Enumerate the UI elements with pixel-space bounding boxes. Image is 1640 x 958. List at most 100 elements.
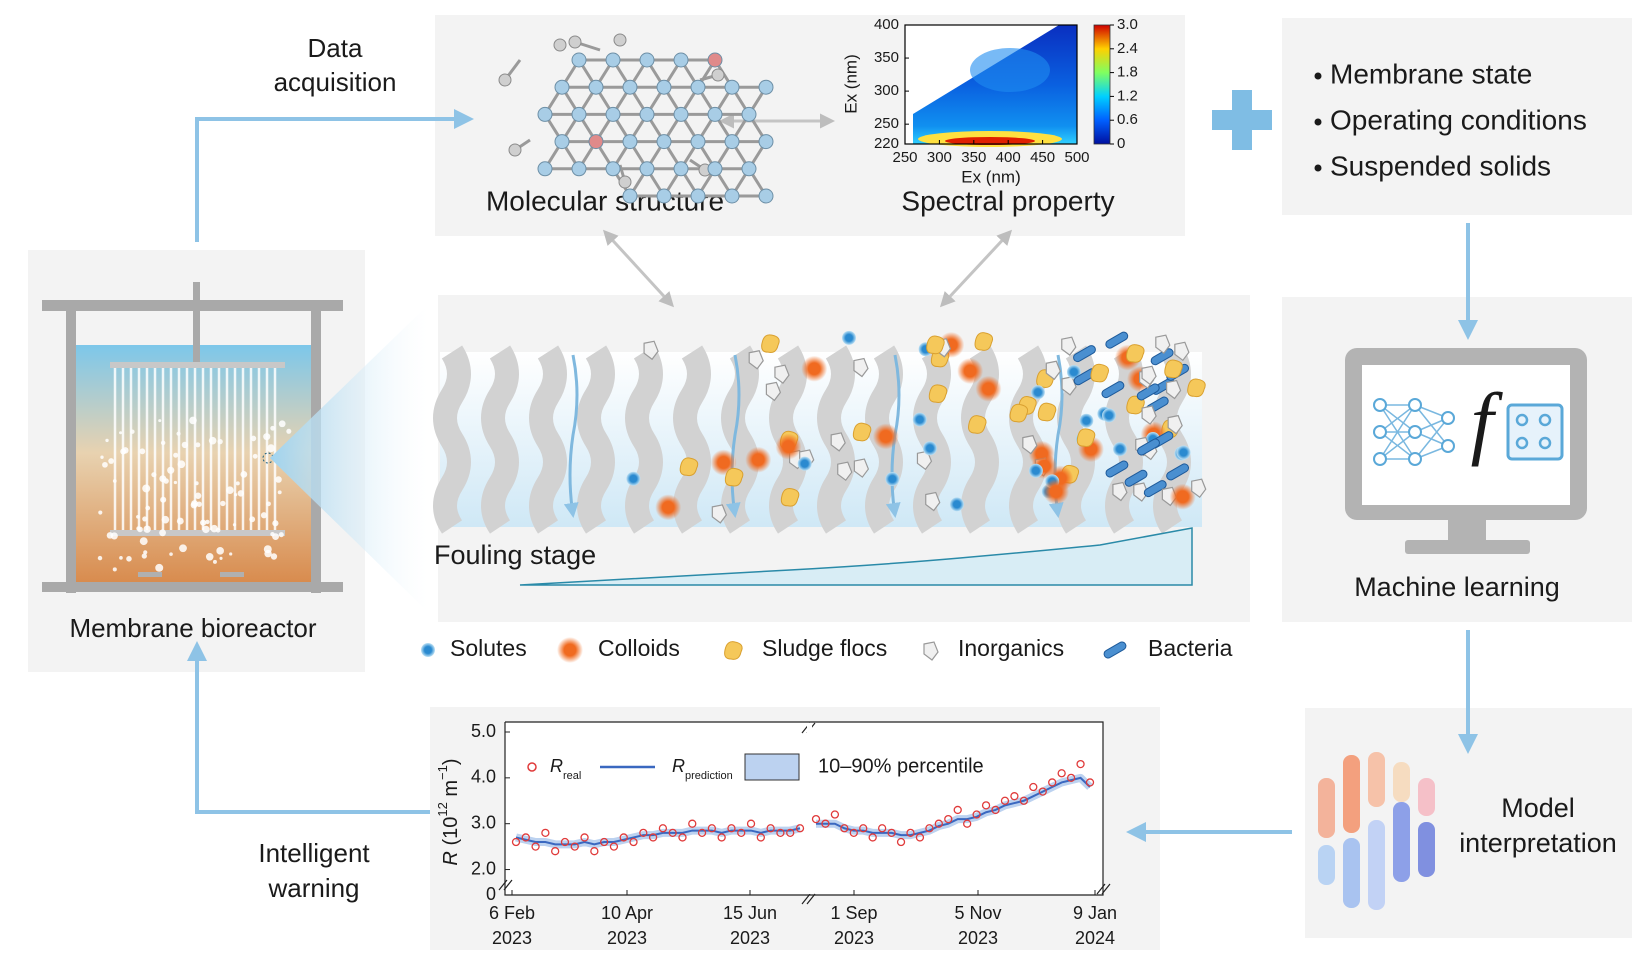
bubble <box>219 556 223 560</box>
x-axis-label: Ex (nm) <box>961 167 1021 186</box>
bubble <box>216 547 224 555</box>
y-tick-label: 3.0 <box>471 812 496 832</box>
atom <box>639 161 655 177</box>
real-point <box>541 828 550 838</box>
bubble <box>270 425 276 431</box>
x-tick-label: 400 <box>996 149 1021 166</box>
real-point <box>887 828 896 838</box>
real-point <box>1029 782 1038 792</box>
flow-arrow <box>563 354 579 518</box>
atom <box>605 52 621 68</box>
inorganic <box>837 461 853 482</box>
atom <box>673 106 689 122</box>
y-tick-label: 250 <box>874 115 899 132</box>
solute <box>949 497 964 512</box>
sludge-floc <box>1076 428 1096 447</box>
atom <box>554 134 570 150</box>
real-point <box>944 814 953 824</box>
frame <box>42 300 343 311</box>
bubble <box>272 520 279 527</box>
sludge-floc <box>1037 402 1057 422</box>
real-point <box>580 833 589 842</box>
real-point <box>658 824 668 833</box>
nn-edge <box>1379 431 1416 460</box>
sludge-floc <box>968 415 987 434</box>
real-point <box>896 837 906 847</box>
real-point <box>619 833 628 842</box>
real-point <box>1057 769 1066 778</box>
legend-label: Sludge flocs <box>762 635 887 661</box>
atom <box>605 161 621 177</box>
plot-frame <box>904 24 1078 145</box>
atom <box>656 134 672 150</box>
atom <box>707 52 723 68</box>
importance-bar <box>1393 802 1410 882</box>
label: Model <box>1501 793 1575 823</box>
bubble <box>263 545 272 554</box>
bubble <box>263 433 271 441</box>
inorganic <box>774 364 790 385</box>
real-point <box>1038 787 1047 796</box>
real-point <box>560 837 570 847</box>
inorganic <box>1191 478 1207 499</box>
real-point <box>511 837 521 847</box>
solute <box>1176 445 1191 460</box>
bubble <box>190 501 198 509</box>
membrane-pore-wall <box>577 345 615 534</box>
solute <box>797 456 812 471</box>
bubble <box>155 563 164 572</box>
x-tick-label: 9 Jan <box>1073 903 1117 923</box>
atom <box>571 106 587 122</box>
heatmap-mid <box>970 48 1050 92</box>
label: Data <box>308 33 363 63</box>
chip-symbol <box>1515 413 1529 427</box>
bubble <box>108 458 115 464</box>
bacterium <box>1101 381 1125 399</box>
fouling-curve <box>519 527 1193 586</box>
bubble <box>275 476 282 483</box>
real-point <box>707 824 717 833</box>
x-tick-label: 250 <box>892 149 917 166</box>
break-gap <box>807 723 812 894</box>
bacterium <box>1073 345 1096 363</box>
nn-node <box>1373 425 1387 439</box>
colloid <box>872 423 899 450</box>
x-tick-label: 350 <box>961 149 986 166</box>
bubble <box>160 496 167 503</box>
x-tick-label: 2023 <box>958 928 998 948</box>
sludge-floc <box>761 334 780 353</box>
inorganic <box>853 357 869 378</box>
legend-label: Inorganics <box>958 635 1064 661</box>
h-atom <box>568 35 582 49</box>
plus-sign <box>1212 90 1272 150</box>
bubble <box>237 490 245 497</box>
real-point <box>599 837 609 847</box>
legend-label: 10–90% percentile <box>818 755 984 777</box>
atom <box>588 134 604 150</box>
bacterium <box>1103 641 1127 659</box>
colloid <box>975 375 1002 402</box>
real-point <box>786 828 795 838</box>
monitor-base <box>1405 540 1530 554</box>
bubble <box>176 517 184 525</box>
legend-swatch <box>744 753 800 781</box>
bacterium <box>1166 463 1190 481</box>
atom <box>639 106 655 122</box>
sludge-floc <box>1126 395 1145 415</box>
tank-liquid <box>75 345 312 585</box>
bubble <box>252 453 258 459</box>
fouling-process <box>430 330 1207 590</box>
bubble <box>177 460 186 469</box>
h-atom <box>613 33 627 47</box>
bacterium <box>1105 331 1129 349</box>
bubble <box>163 478 169 484</box>
sludge-floc <box>724 641 743 660</box>
axis-break <box>498 879 513 891</box>
sludge-floc <box>1187 378 1206 398</box>
bubble <box>100 455 104 459</box>
importance-bar <box>1318 845 1335 885</box>
x-tick-label: 2023 <box>834 928 874 948</box>
legend-label: Bacteria <box>1148 635 1233 661</box>
colloid <box>801 355 828 382</box>
atom <box>741 106 757 122</box>
